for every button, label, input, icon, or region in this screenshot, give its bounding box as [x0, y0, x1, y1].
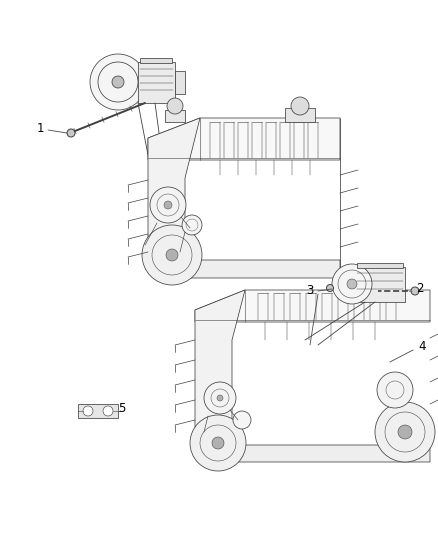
Polygon shape: [195, 445, 430, 462]
Circle shape: [233, 411, 251, 429]
Circle shape: [411, 287, 419, 295]
Text: 2: 2: [416, 281, 424, 295]
Polygon shape: [148, 118, 340, 160]
Circle shape: [142, 225, 202, 285]
Circle shape: [112, 76, 124, 88]
Text: 3: 3: [306, 284, 314, 296]
Circle shape: [190, 415, 246, 471]
Polygon shape: [165, 110, 185, 122]
Circle shape: [204, 382, 236, 414]
Circle shape: [90, 54, 146, 110]
Circle shape: [291, 97, 309, 115]
Circle shape: [375, 402, 435, 462]
Circle shape: [217, 395, 223, 401]
Text: 1: 1: [36, 122, 44, 134]
Polygon shape: [285, 108, 315, 122]
Circle shape: [166, 249, 178, 261]
Circle shape: [83, 406, 93, 416]
Circle shape: [182, 215, 202, 235]
Circle shape: [347, 279, 357, 289]
Polygon shape: [148, 260, 340, 278]
Polygon shape: [175, 71, 185, 94]
Circle shape: [167, 98, 183, 114]
Circle shape: [377, 372, 413, 408]
Text: 5: 5: [118, 401, 126, 415]
Polygon shape: [78, 404, 118, 418]
Circle shape: [332, 264, 372, 304]
Circle shape: [164, 201, 172, 209]
Polygon shape: [140, 58, 172, 63]
Polygon shape: [148, 118, 200, 278]
Circle shape: [398, 425, 412, 439]
Text: 4: 4: [418, 341, 426, 353]
Polygon shape: [357, 263, 403, 268]
Circle shape: [212, 437, 224, 449]
Polygon shape: [355, 267, 405, 302]
Polygon shape: [195, 290, 245, 462]
Polygon shape: [195, 290, 430, 322]
Circle shape: [103, 406, 113, 416]
Circle shape: [150, 187, 186, 223]
Polygon shape: [138, 62, 175, 103]
Circle shape: [67, 129, 75, 137]
Circle shape: [326, 285, 333, 292]
